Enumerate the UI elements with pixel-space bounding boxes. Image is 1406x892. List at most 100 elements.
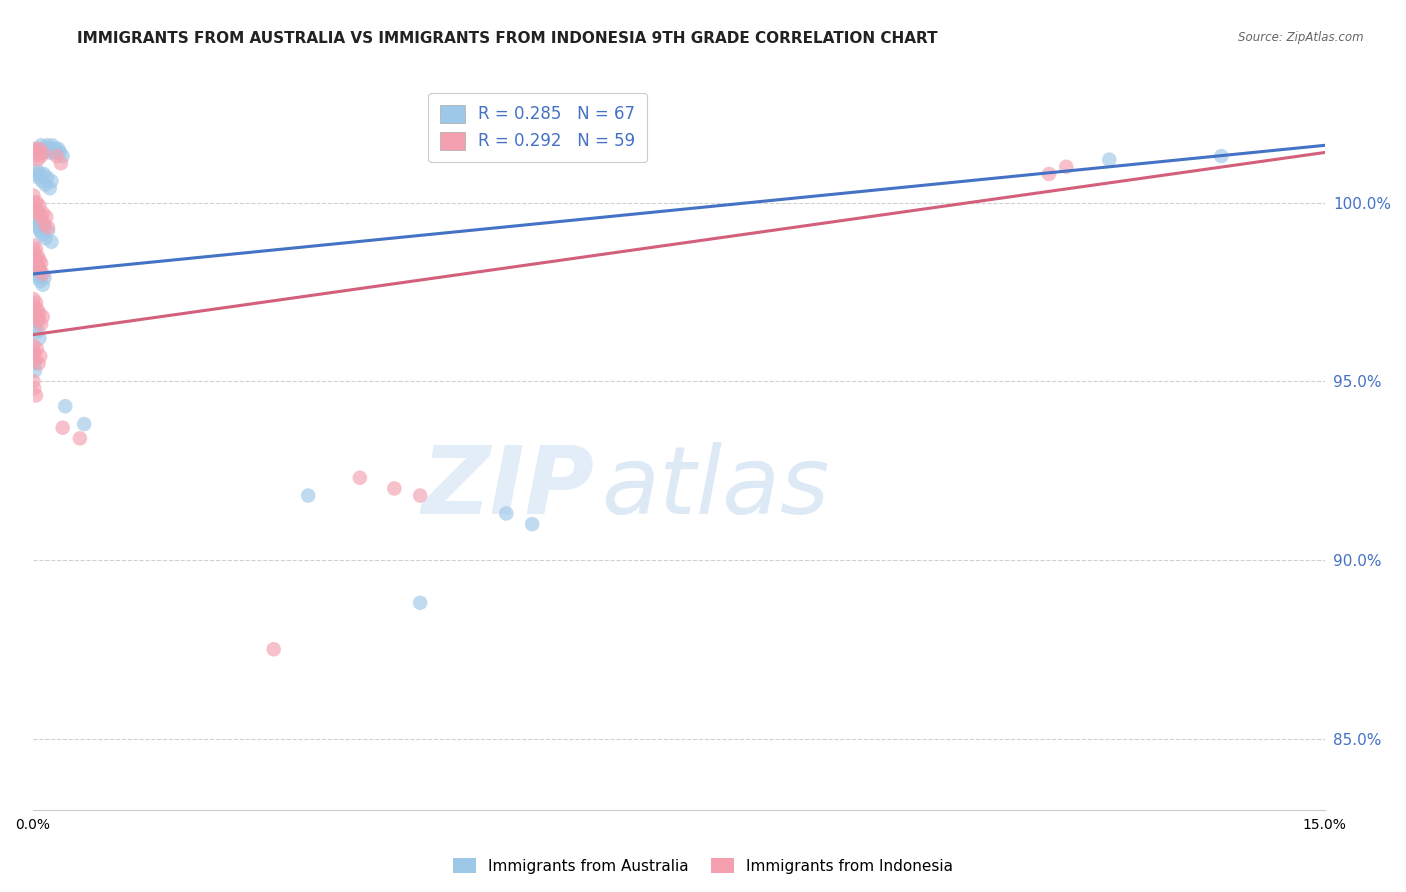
Point — [30, 263, 52, 277]
Point — [28, 142, 51, 156]
Point — [28, 263, 51, 277]
Point — [30, 317, 52, 331]
Point — [49, 145, 72, 160]
Point — [73, 417, 96, 431]
Point — [38, 145, 60, 160]
Point — [30, 224, 52, 238]
Point — [34, 231, 56, 245]
Point — [30, 256, 52, 270]
Point — [31, 267, 53, 281]
Point — [45, 145, 67, 160]
Point — [22, 238, 45, 252]
Point — [22, 149, 45, 163]
Point — [22, 195, 45, 210]
Point — [22, 299, 45, 313]
Point — [24, 213, 46, 227]
Point — [27, 356, 49, 370]
Point — [25, 202, 48, 217]
Point — [27, 210, 49, 224]
Point — [31, 145, 53, 160]
Point — [25, 295, 48, 310]
Point — [38, 181, 60, 195]
Point — [22, 374, 45, 388]
Point — [34, 270, 56, 285]
Point — [31, 206, 53, 220]
Point — [349, 471, 371, 485]
Point — [25, 242, 48, 256]
Point — [24, 363, 46, 377]
Point — [46, 142, 69, 156]
Point — [1098, 153, 1121, 167]
Point — [52, 149, 75, 163]
Legend: R = 0.285   N = 67, R = 0.292   N = 59: R = 0.285 N = 67, R = 0.292 N = 59 — [429, 93, 647, 162]
Point — [409, 489, 432, 503]
Point — [27, 249, 49, 263]
Text: atlas: atlas — [600, 442, 830, 533]
Point — [25, 163, 48, 178]
Point — [31, 277, 53, 292]
Point — [28, 331, 51, 345]
Point — [30, 267, 52, 281]
Point — [24, 320, 46, 334]
Point — [30, 149, 52, 163]
Point — [31, 145, 53, 160]
Point — [382, 482, 405, 496]
Point — [27, 260, 49, 274]
Point — [27, 270, 49, 285]
Point — [1211, 149, 1233, 163]
Point — [22, 188, 45, 202]
Point — [22, 345, 45, 359]
Point — [30, 274, 52, 288]
Point — [22, 256, 45, 270]
Point — [31, 227, 53, 242]
Point — [25, 342, 48, 356]
Point — [25, 142, 48, 156]
Point — [25, 206, 48, 220]
Point — [27, 206, 49, 220]
Point — [24, 263, 46, 277]
Point — [69, 431, 91, 445]
Point — [32, 167, 55, 181]
Point — [22, 292, 45, 306]
Point — [25, 267, 48, 281]
Text: Source: ZipAtlas.com: Source: ZipAtlas.com — [1239, 31, 1364, 45]
Point — [22, 142, 45, 156]
Point — [37, 224, 59, 238]
Point — [25, 252, 48, 267]
Point — [27, 302, 49, 317]
Point — [31, 310, 53, 324]
Point — [25, 256, 48, 270]
Point — [22, 310, 45, 324]
Point — [49, 156, 72, 170]
Point — [52, 420, 75, 434]
Point — [31, 174, 53, 188]
Point — [34, 142, 56, 156]
Point — [41, 174, 63, 188]
Point — [37, 138, 59, 153]
Point — [409, 596, 432, 610]
Point — [37, 170, 59, 185]
Point — [1038, 167, 1060, 181]
Point — [22, 245, 45, 260]
Point — [25, 195, 48, 210]
Point — [25, 145, 48, 160]
Point — [30, 210, 52, 224]
Point — [45, 142, 67, 156]
Point — [34, 178, 56, 192]
Point — [25, 388, 48, 402]
Point — [30, 138, 52, 153]
Point — [53, 399, 76, 413]
Point — [34, 217, 56, 231]
Point — [27, 220, 49, 235]
Point — [41, 235, 63, 249]
Point — [263, 642, 285, 657]
Point — [28, 252, 51, 267]
Point — [22, 345, 45, 359]
Point — [297, 489, 319, 503]
Point — [24, 167, 46, 181]
Point — [22, 302, 45, 317]
Point — [30, 217, 52, 231]
Point — [28, 213, 51, 227]
Point — [27, 324, 49, 338]
Point — [25, 310, 48, 324]
